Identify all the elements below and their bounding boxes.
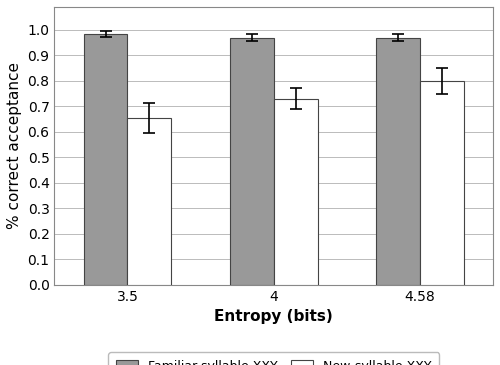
- Y-axis label: % correct acceptance: % correct acceptance: [7, 62, 22, 229]
- Bar: [128, 118, 172, 285]
- Bar: [420, 81, 464, 285]
- Bar: [84, 34, 128, 285]
- X-axis label: Entropy (bits): Entropy (bits): [214, 309, 333, 324]
- Bar: [376, 38, 420, 285]
- Bar: [230, 38, 274, 285]
- Legend: Familiar-syllable XXY, New-syllable XXY: Familiar-syllable XXY, New-syllable XXY: [108, 352, 439, 365]
- Bar: [274, 99, 318, 285]
